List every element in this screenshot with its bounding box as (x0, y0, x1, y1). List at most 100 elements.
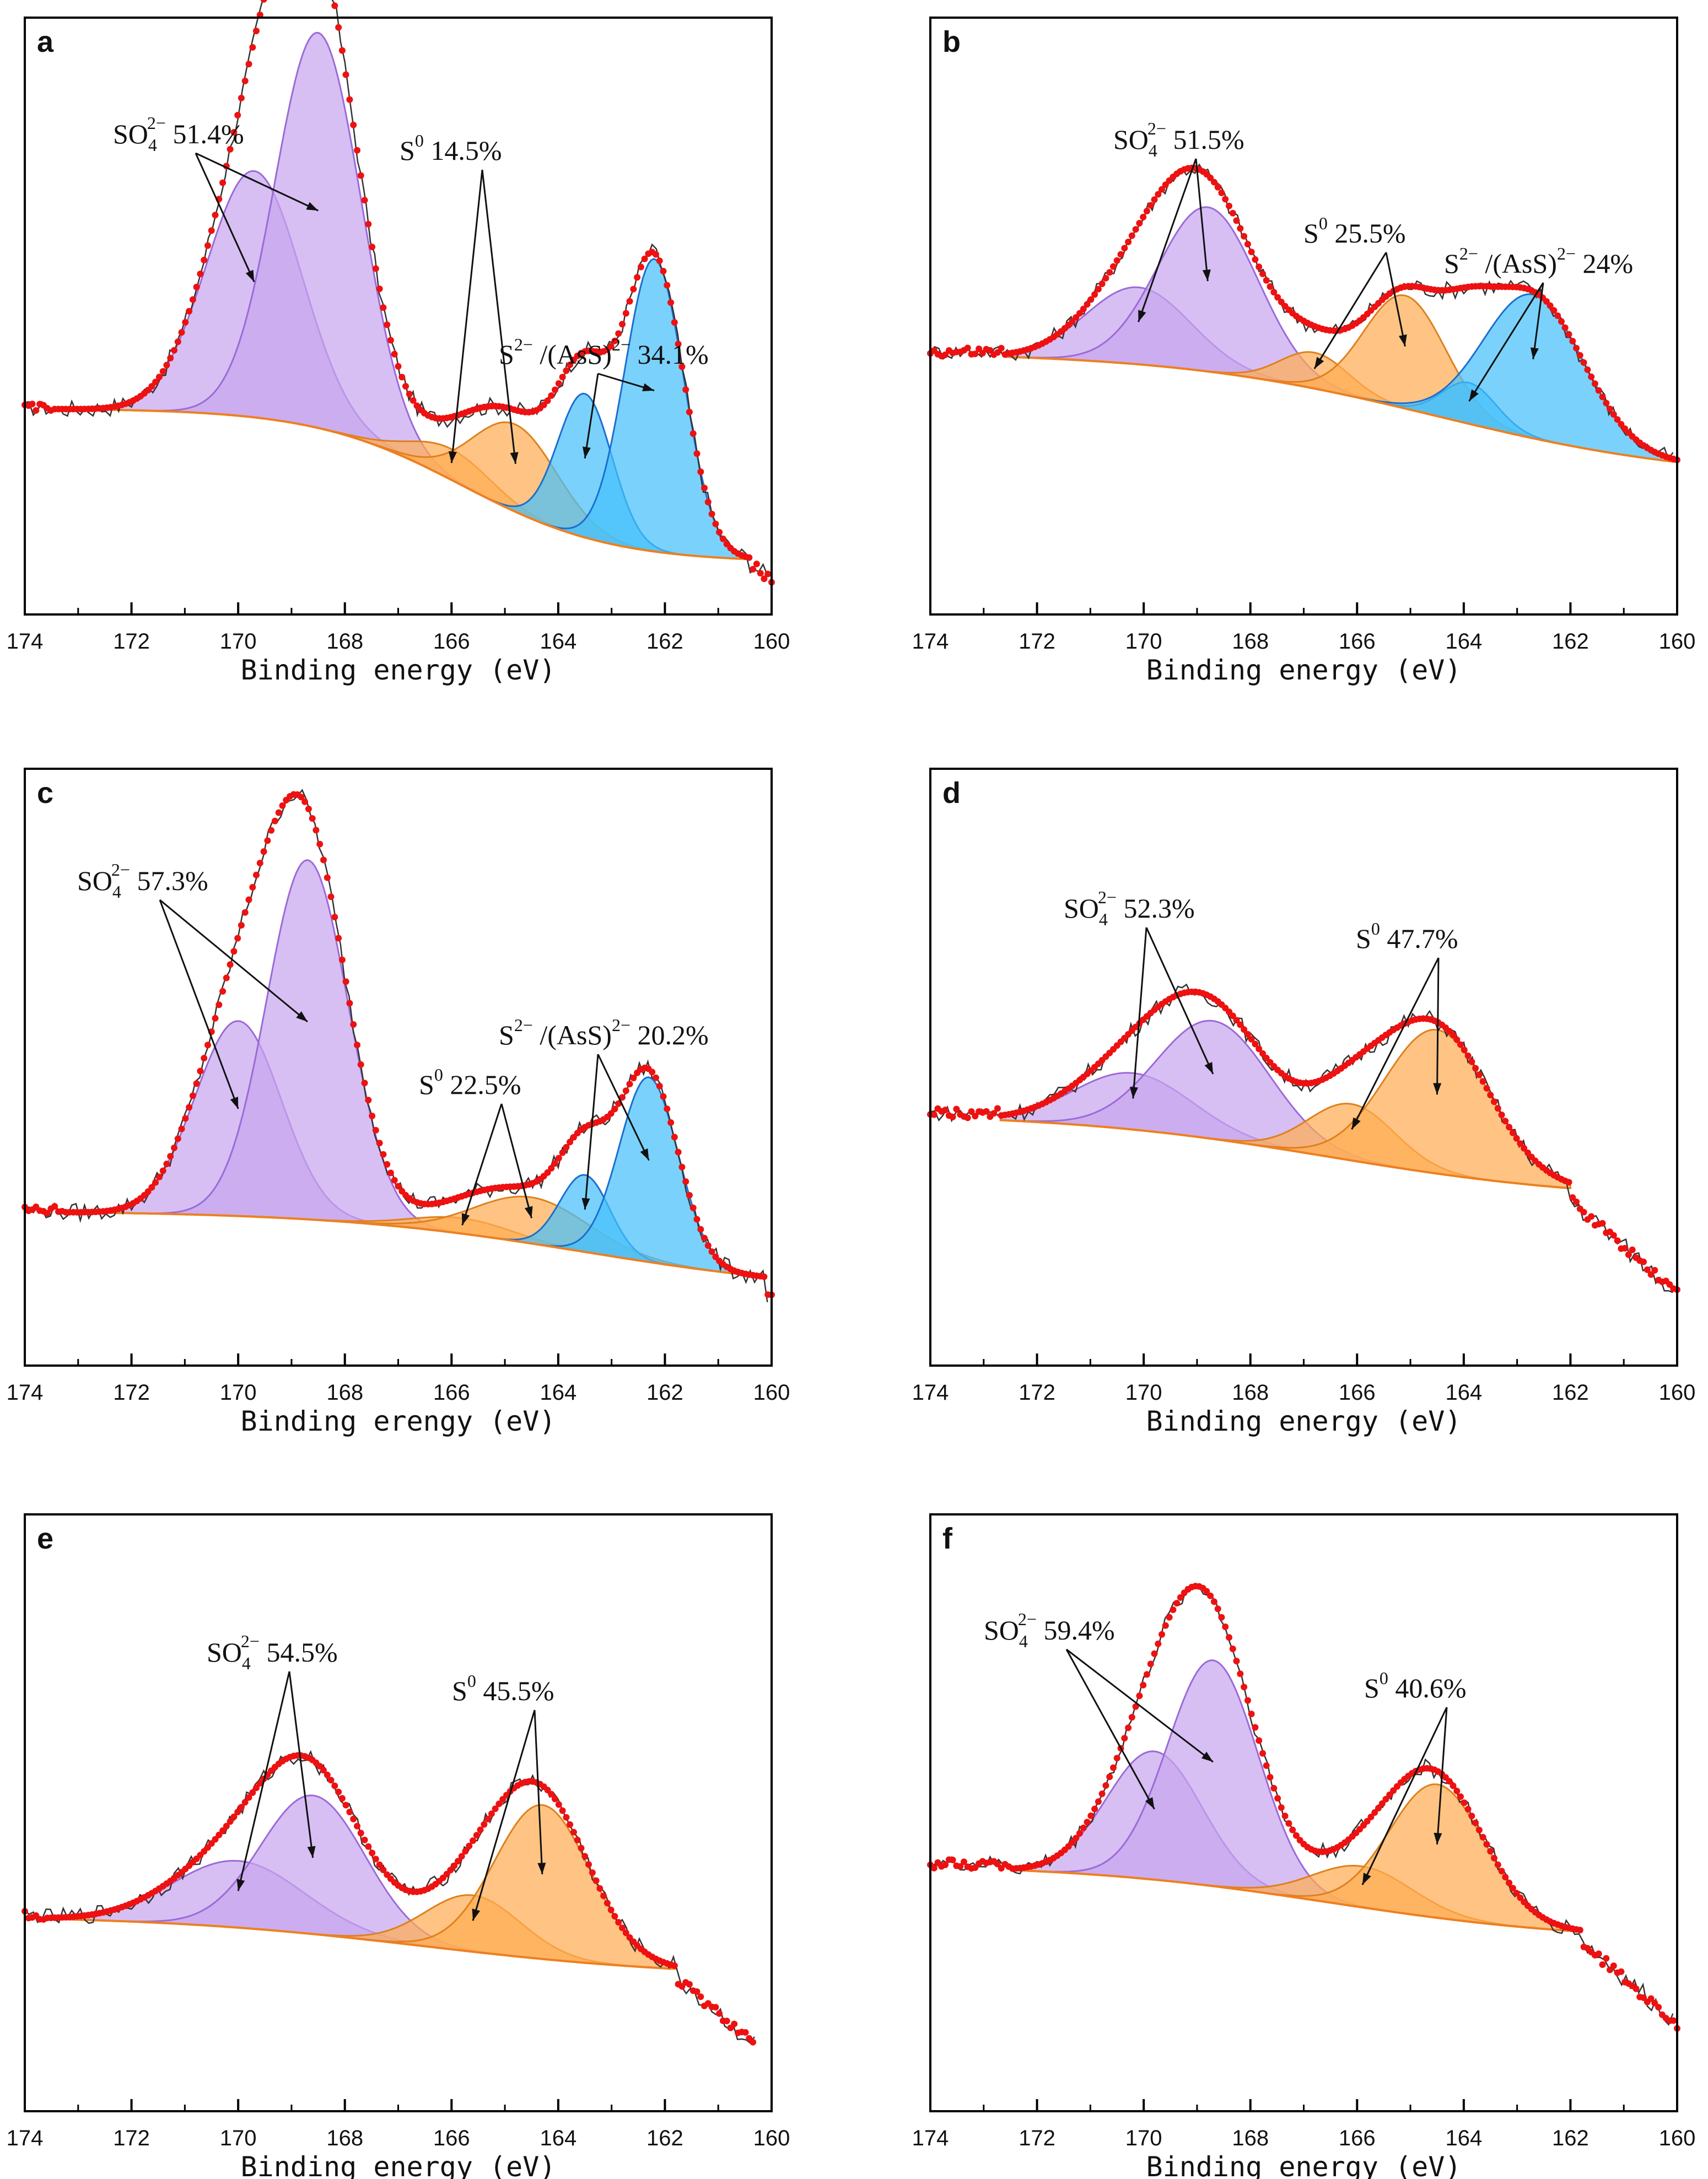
envelope-point (1207, 1592, 1214, 1599)
envelope-point (567, 1139, 574, 1146)
envelope-point (227, 961, 234, 968)
envelope-point (1218, 190, 1225, 196)
envelope-point (350, 1815, 357, 1822)
annotation-arrow (1195, 158, 1209, 282)
envelope-point (604, 1900, 611, 1907)
envelope-point (1080, 305, 1087, 312)
annotation-arrow (1145, 927, 1214, 1075)
envelope-point (361, 1080, 368, 1087)
envelope-point (555, 380, 562, 387)
envelope-point (1591, 380, 1598, 387)
envelope-point (548, 1790, 555, 1798)
envelope-point (189, 1092, 196, 1099)
envelope-point (682, 1178, 689, 1185)
envelope-point (1222, 1624, 1229, 1630)
raw-spectrum-line (930, 983, 1673, 1293)
background-line (1005, 355, 1675, 463)
envelope-point (320, 856, 327, 864)
envelope-point (1599, 393, 1606, 401)
envelope-point (1479, 1078, 1486, 1085)
annotation-arrow (159, 899, 239, 1109)
envelope-point (660, 1093, 667, 1100)
envelope-point (761, 1273, 768, 1280)
envelope-point (548, 392, 555, 399)
annotation-arrow (1132, 927, 1147, 1099)
envelope-point (957, 1863, 964, 1870)
x-tick-label: 160 (1659, 629, 1696, 654)
envelope-point (1259, 1050, 1266, 1057)
annotation-arrow (1468, 282, 1544, 402)
annotation-arrow (472, 1709, 536, 1921)
envelope-point (1237, 1021, 1244, 1028)
envelope-point (1285, 1820, 1292, 1827)
envelope-point (693, 1988, 701, 1995)
envelope-point (1229, 1646, 1236, 1652)
envelope-point (611, 337, 618, 344)
annotation-sulfate: SO42− 52.3% (1064, 887, 1195, 929)
envelope-point (380, 1151, 387, 1158)
envelope-point (961, 1858, 967, 1865)
envelope-point (350, 121, 357, 128)
x-tick-label: 170 (220, 1380, 257, 1405)
panel-d: 174 172 170 168 166 164 162 160 Binding energy (… (912, 768, 1695, 1437)
annotation-arrowhead (296, 1011, 308, 1022)
envelope-point (607, 1110, 615, 1117)
envelope-point (1655, 2004, 1662, 2011)
envelope-point (1599, 1220, 1606, 1227)
envelope-point (473, 1832, 480, 1839)
envelope-point (570, 1829, 577, 1836)
envelope-point (253, 1784, 260, 1792)
envelope-point (1446, 1778, 1453, 1785)
envelope-point (249, 884, 256, 891)
envelope-point (1513, 1135, 1520, 1142)
envelope-point (697, 1993, 704, 2000)
annotation-arrow (159, 899, 308, 1023)
envelope-point (697, 1226, 704, 1233)
envelope-point (495, 1800, 503, 1808)
envelope-point (1573, 344, 1580, 352)
background-line (46, 1917, 673, 1970)
envelope-point (615, 330, 622, 337)
envelope-point (1076, 1830, 1083, 1837)
x-tick-label: 172 (113, 629, 150, 654)
envelope-point (1218, 1614, 1225, 1621)
envelope-point (227, 1818, 234, 1825)
annotation-arrow (584, 1054, 599, 1210)
panel-f: 174 172 170 168 166 164 162 160 Binding energy (… (912, 1513, 1695, 2179)
envelope-point (245, 896, 252, 903)
envelope-point (230, 129, 238, 136)
envelope-point (1498, 1868, 1505, 1875)
envelope-point (964, 344, 971, 352)
envelope-point (279, 802, 286, 809)
envelope-point (622, 1087, 629, 1094)
envelope-point (380, 1867, 387, 1874)
envelope-point (589, 1869, 596, 1876)
envelope-point (596, 1885, 604, 1892)
envelope-point (1599, 1961, 1606, 1968)
envelope-point (1248, 1711, 1255, 1718)
x-axis-label: Binding energy (eV) (1146, 1405, 1462, 1437)
envelope-point (51, 1203, 58, 1210)
annotation-arrow (1066, 1648, 1214, 1763)
envelope-point (305, 805, 312, 812)
x-tick-label: 174 (912, 2126, 949, 2150)
envelope-point (1621, 1245, 1629, 1252)
envelope-point (335, 1788, 342, 1795)
x-tick-label: 160 (753, 2126, 790, 2150)
envelope-point (1098, 281, 1106, 287)
envelope-point (1136, 1692, 1143, 1700)
envelope-point (167, 354, 174, 362)
envelope-point (1151, 1650, 1158, 1657)
envelope-point (930, 1864, 937, 1871)
envelope-point (186, 308, 193, 315)
envelope-point (559, 1149, 566, 1156)
envelope-point (1147, 1660, 1154, 1668)
envelope-point (1491, 1854, 1497, 1862)
envelope-point (1521, 1145, 1528, 1152)
envelope-point (716, 528, 723, 536)
envelope-point (953, 1105, 960, 1113)
envelope-point (369, 1849, 376, 1857)
panel-label: a (37, 25, 54, 58)
envelope-point (1506, 1879, 1513, 1886)
envelope-point (1110, 1764, 1117, 1771)
